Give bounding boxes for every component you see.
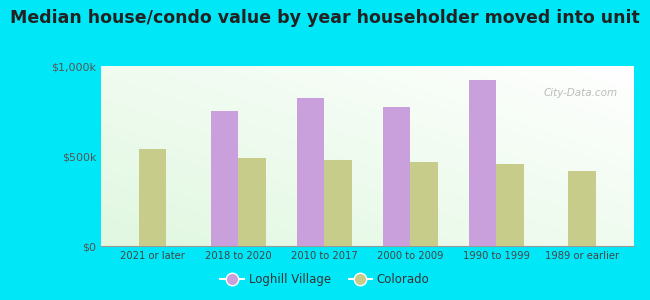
Bar (496, 164, 524, 246)
Bar (239, 158, 266, 246)
Bar (297, 98, 324, 246)
Bar (469, 80, 496, 246)
Text: Median house/condo value by year householder moved into unit: Median house/condo value by year househo… (10, 9, 640, 27)
Bar (383, 106, 410, 246)
Bar (568, 171, 596, 246)
Bar (410, 162, 437, 246)
Text: City-Data.com: City-Data.com (543, 88, 618, 98)
Legend: Loghill Village, Colorado: Loghill Village, Colorado (216, 269, 434, 291)
Bar (138, 149, 166, 246)
Bar (211, 111, 239, 246)
Bar (324, 160, 352, 246)
